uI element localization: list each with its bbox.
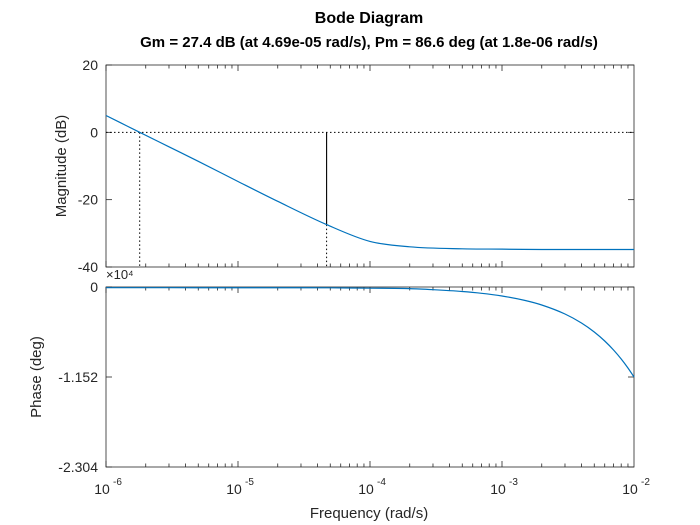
phase-series-line [105, 287, 635, 378]
magnitude-axes: 20 0 -20 -40 Magnitude (dB) [53, 57, 635, 275]
magnitude-y-tick-label: 20 [82, 57, 98, 73]
phase-ylabel: Phase (deg) [28, 336, 45, 418]
phase-y-tick-label: 0 [90, 279, 98, 295]
x-tick-label-exponent: -6 [113, 477, 122, 488]
x-tick-label: 10 [622, 481, 638, 497]
x-axis-label: Frequency (rad/s) [310, 505, 428, 522]
magnitude-ylabel: Magnitude (dB) [53, 115, 70, 218]
x-tick-label-exponent: -3 [509, 477, 518, 488]
chart-title: Bode Diagram [315, 10, 423, 27]
x-tick-label-exponent: -5 [245, 477, 254, 488]
phase-y-exponent: ×10⁴ [106, 267, 134, 282]
magnitude-ticks: 20 0 -20 -40 [78, 57, 634, 275]
x-tick-label: 10 [358, 481, 374, 497]
magnitude-axes-box [105, 64, 635, 268]
x-tick-label-exponent: -2 [641, 477, 650, 488]
x-tick-label: 10 [490, 481, 506, 497]
phase-y-tick-label: -1.152 [58, 369, 98, 385]
magnitude-series-line [105, 114, 634, 251]
phase-axes-box [105, 286, 635, 468]
phase-y-tick-label: -2.304 [58, 459, 98, 475]
x-tick-label: 10 [226, 481, 242, 497]
chart-subtitle: Gm = 27.4 dB (at 4.69e-05 rad/s), Pm = 8… [140, 34, 598, 51]
x-tick-label-exponent: -4 [377, 477, 386, 488]
x-tick-label: 10 [94, 481, 110, 497]
magnitude-y-tick-label: -40 [78, 259, 98, 275]
magnitude-annotations [106, 131, 634, 267]
phase-axes: 0 -1.152 -2.304 Phase (deg) ×10⁴ [28, 267, 635, 475]
magnitude-y-tick-label: 0 [90, 124, 98, 140]
magnitude-y-tick-label: -20 [78, 192, 98, 208]
x-tick-labels: 10 -6 10 -5 10 -4 10 -3 10 -2 [94, 477, 650, 497]
